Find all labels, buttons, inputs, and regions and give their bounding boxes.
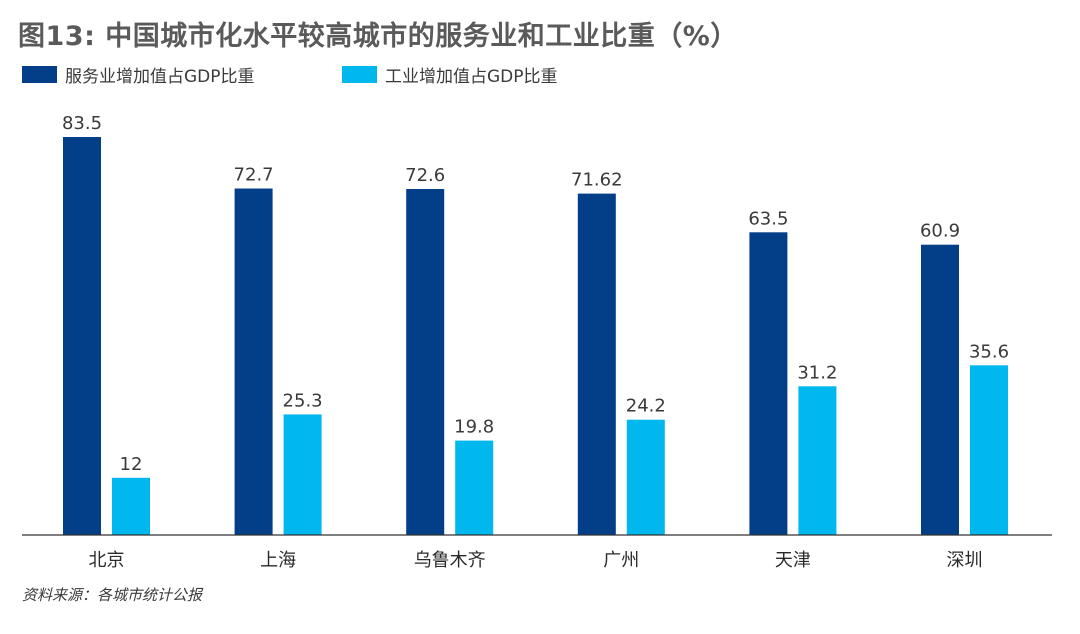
legend-label-services: 服务业增加值占GDP比重 [65,67,255,87]
legend-item-industry: 工业增加值占GDP比重 [342,62,558,87]
category-label-1: 上海 [260,550,296,571]
bar-services-2 [406,189,445,535]
data-label-services-0: 83.5 [62,113,102,134]
bar-industry-1 [283,414,322,535]
bar-industry-5 [970,365,1008,535]
legend-swatch-services [22,66,57,83]
data-label-industry-5: 35.6 [969,341,1009,362]
data-label-services-5: 60.9 [920,221,960,242]
bar-industry-4 [798,386,837,535]
bar-services-4 [749,232,788,536]
bar-industry-3 [626,419,665,535]
legend-item-services: 服务业增加值占GDP比重 [22,62,255,87]
category-label-4: 天津 [775,550,811,571]
bar-industry-2 [455,440,494,535]
bar-services-3 [577,193,616,535]
data-label-services-3: 71.62 [571,170,623,191]
bar-services-0 [63,137,101,535]
data-label-industry-2: 19.8 [454,417,494,438]
data-label-industry-3: 24.2 [626,396,666,417]
data-label-services-4: 63.5 [748,208,788,229]
category-label-2: 乌鲁木齐 [414,550,486,571]
bar-services-5 [921,244,959,535]
bar-services-1 [234,188,273,535]
data-label-services-1: 72.7 [234,165,274,186]
data-label-industry-4: 31.2 [797,362,837,383]
chart-legend: 服务业增加值占GDP比重 工业增加值占GDP比重 [22,62,722,87]
source-note: 资料来源：各城市统计公报 [22,586,203,604]
category-label-3: 广州 [603,550,639,571]
category-label-0: 北京 [89,550,125,571]
data-label-industry-1: 25.3 [283,390,323,411]
category-label-5: 深圳 [947,550,983,571]
bar-industry-0 [112,477,150,535]
legend-swatch-industry [342,66,377,83]
legend-label-industry: 工业增加值占GDP比重 [385,67,558,87]
data-label-services-2: 72.6 [405,165,445,186]
chart-title: 图13: 中国城市化水平较高城市的服务业和工业比重（%） [18,21,738,52]
data-label-industry-0: 12 [120,454,143,475]
